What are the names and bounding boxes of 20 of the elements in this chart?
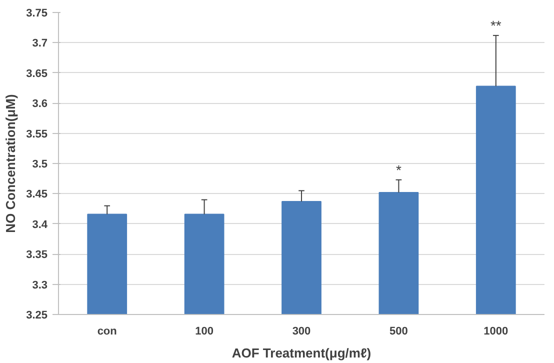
y-tick-label: 3.4: [32, 218, 48, 231]
x-tick-label: con: [97, 326, 118, 338]
y-tick-label: 3.45: [26, 188, 48, 201]
x-tick-label: 1000: [484, 326, 508, 338]
y-tick-label: 3.3: [32, 279, 48, 292]
y-tick-label: 3.75: [26, 8, 48, 20]
annotation: **: [490, 17, 502, 34]
x-tick-label: 500: [390, 326, 408, 338]
annotation: *: [396, 162, 402, 178]
y-tick-label: 3.6: [32, 98, 48, 110]
y-tick-label: 3.25: [26, 310, 48, 322]
x-tick-label: 100: [195, 326, 214, 338]
x-tick-label: 300: [292, 326, 311, 338]
x-axis-title: AOF Treatment(μg/mℓ): [232, 346, 372, 360]
y-axis-title: NO Concentration(μM): [3, 94, 18, 233]
y-tick-label: 3.55: [26, 128, 48, 140]
y-tick-label: 3.65: [26, 68, 48, 80]
y-tick-label: 3.5: [32, 158, 48, 170]
y-tick-label: 3.35: [26, 249, 48, 262]
y-tick-label: 3.7: [32, 38, 48, 50]
